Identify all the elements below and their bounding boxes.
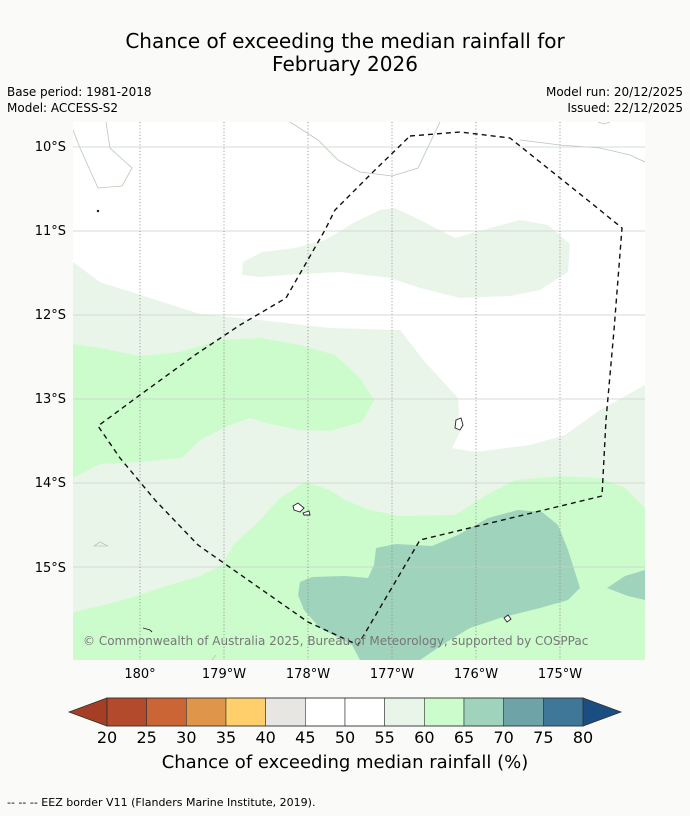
- colorbar-tick-label: 25: [136, 728, 156, 747]
- colorbar-tick-label: 40: [255, 728, 275, 747]
- lon-label: 175°W: [538, 667, 582, 682]
- lat-gridlines: [73, 146, 645, 568]
- colorbar-cell: [305, 697, 346, 727]
- title-line-1: Chance of exceeding the median rainfall …: [125, 29, 565, 53]
- lon-gridlines: [139, 122, 561, 660]
- lon-label: 179°W: [202, 667, 246, 682]
- colorbar-tick-label: 70: [493, 728, 513, 747]
- colorbar-cell: [265, 697, 306, 727]
- lon-label: 178°W: [286, 667, 330, 682]
- lon-labels: 180° 179°W 178°W 177°W 176°W 175°W: [124, 667, 582, 682]
- colorbar-label: Chance of exceeding median rainfall (%): [161, 752, 529, 773]
- region-65-70: [298, 510, 580, 660]
- eez-legend: -- -- -- EEZ border V11 (Flanders Marine…: [7, 796, 316, 809]
- lat-label: 13°S: [35, 392, 66, 407]
- colorbar-tick-label: 35: [216, 728, 236, 747]
- colorbar-tick-label: 65: [454, 728, 474, 747]
- island-niuafoou: [503, 614, 512, 623]
- colorbar-tick-label: 55: [374, 728, 394, 747]
- colorbar-cell: [543, 697, 584, 727]
- model-run: Model run: 20/12/2025: [545, 85, 683, 99]
- region-65-70-east: [607, 570, 645, 600]
- colorbar-cell: [384, 697, 425, 727]
- lat-label: 15°S: [35, 561, 66, 576]
- lat-labels: 10°S 11°S 12°S 13°S 14°S 15°S: [35, 140, 66, 576]
- colorbar-cell: [106, 697, 147, 727]
- meta-right: Model run: 20/12/2025 Issued: 22/12/2025: [546, 84, 683, 116]
- lon-label: 177°W: [370, 667, 414, 682]
- base-period: Base period: 1981-2018: [7, 85, 152, 99]
- colorbar-cells: [106, 697, 584, 727]
- region-60-65-se: [600, 628, 645, 660]
- colorbar-cell: [503, 697, 544, 727]
- colorbar-tick-label: 30: [176, 728, 196, 747]
- colorbar-tick-label: 60: [414, 728, 434, 747]
- lon-label: 180°: [124, 667, 155, 682]
- lat-label: 14°S: [35, 476, 66, 491]
- title-line-2: February 2026: [272, 52, 418, 76]
- map-plot-area: [73, 122, 645, 660]
- region-55-60-north: [242, 208, 570, 298]
- colorbar-cell: [146, 697, 187, 727]
- island-wallis: [454, 417, 464, 431]
- colorbar-cell: [344, 697, 385, 727]
- chart-title: Chance of exceeding the median rainfall …: [0, 30, 690, 76]
- meta-left: Base period: 1981-2018 Model: ACCESS-S2: [7, 84, 152, 116]
- issued-date: Issued: 22/12/2025: [567, 101, 683, 115]
- colorbar-cell: [225, 697, 266, 727]
- colorbar-ticks: 20 25 30 35 40 45 50 55 60 65 70 75 80: [97, 728, 593, 747]
- colorbar-high-arrow: [582, 697, 623, 727]
- colorbar-cell: [186, 697, 227, 727]
- colorbar: 20 25 30 35 40 45 50 55 60 65 70 75 80: [67, 697, 623, 747]
- lat-label: 10°S: [35, 140, 66, 155]
- island-dot: [96, 209, 100, 213]
- region-60-65-west: [73, 338, 374, 478]
- lat-label: 11°S: [35, 224, 66, 239]
- colorbar-tick-label: 45: [295, 728, 315, 747]
- island-coast-sw: [142, 627, 153, 633]
- copyright: © Commonwealth of Australia 2025, Bureau…: [83, 634, 588, 648]
- eez-border: [97, 131, 623, 646]
- lon-label: 176°W: [454, 667, 498, 682]
- colorbar-tick-label: 50: [335, 728, 355, 747]
- island-alofi: [302, 510, 311, 516]
- colorbar-tick-label: 80: [573, 728, 593, 747]
- islands: [96, 209, 512, 633]
- island-futuna: [292, 502, 305, 513]
- contour-lines: [73, 122, 645, 660]
- lat-label: 12°S: [35, 308, 66, 323]
- colorbar-low-arrow: [67, 697, 108, 727]
- colorbar-tick-label: 20: [97, 728, 117, 747]
- colorbar-cell: [463, 697, 504, 727]
- colorbar-frame: [106, 697, 584, 727]
- colorbar-tick-label: 75: [533, 728, 553, 747]
- colorbar-cell: [424, 697, 465, 727]
- model-name: Model: ACCESS-S2: [7, 101, 119, 115]
